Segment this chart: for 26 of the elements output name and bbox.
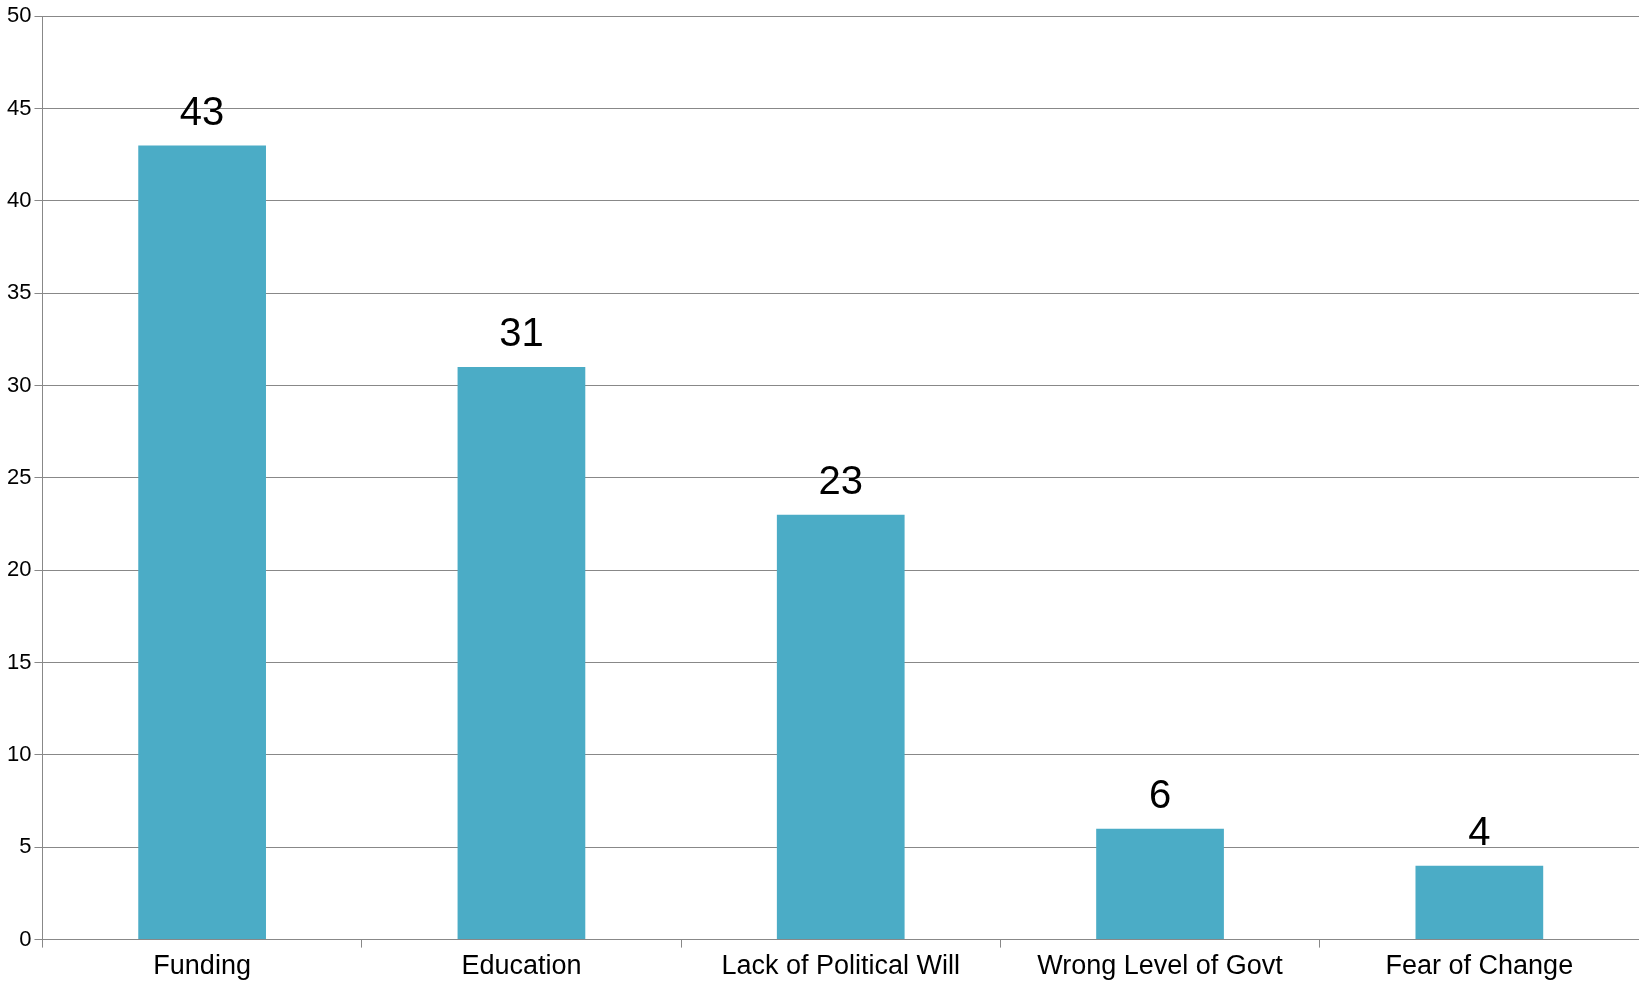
bar [1096, 828, 1224, 940]
x-tick-label: Education [461, 950, 582, 981]
y-tick-label: 15 [6, 648, 32, 674]
y-tick-label: 25 [6, 463, 32, 489]
data-label: 23 [818, 457, 863, 502]
bar [138, 145, 266, 940]
bar [457, 367, 586, 940]
data-label: 31 [499, 310, 544, 355]
x-tick-label: Wrong Level of Govt [1037, 950, 1284, 981]
y-tick-label: 5 [19, 833, 32, 859]
x-tick-label: Fear of Change [1385, 950, 1574, 981]
data-label: 6 [1148, 771, 1172, 816]
data-label: 4 [1468, 808, 1491, 853]
y-tick-label: 50 [6, 2, 32, 28]
bar [1415, 865, 1544, 940]
y-tick-label: 10 [6, 740, 32, 766]
x-tick-label: Funding [153, 950, 251, 981]
y-tick-label: 40 [6, 186, 32, 212]
x-tick-label: Lack of Political Will [721, 950, 961, 981]
y-tick-label: 0 [19, 925, 32, 951]
y-tick-label: 35 [6, 279, 32, 305]
bar [776, 514, 905, 940]
y-tick-label: 20 [6, 556, 32, 582]
y-tick-label: 45 [6, 94, 32, 120]
data-label: 43 [179, 88, 225, 133]
y-tick-label: 30 [6, 371, 32, 397]
